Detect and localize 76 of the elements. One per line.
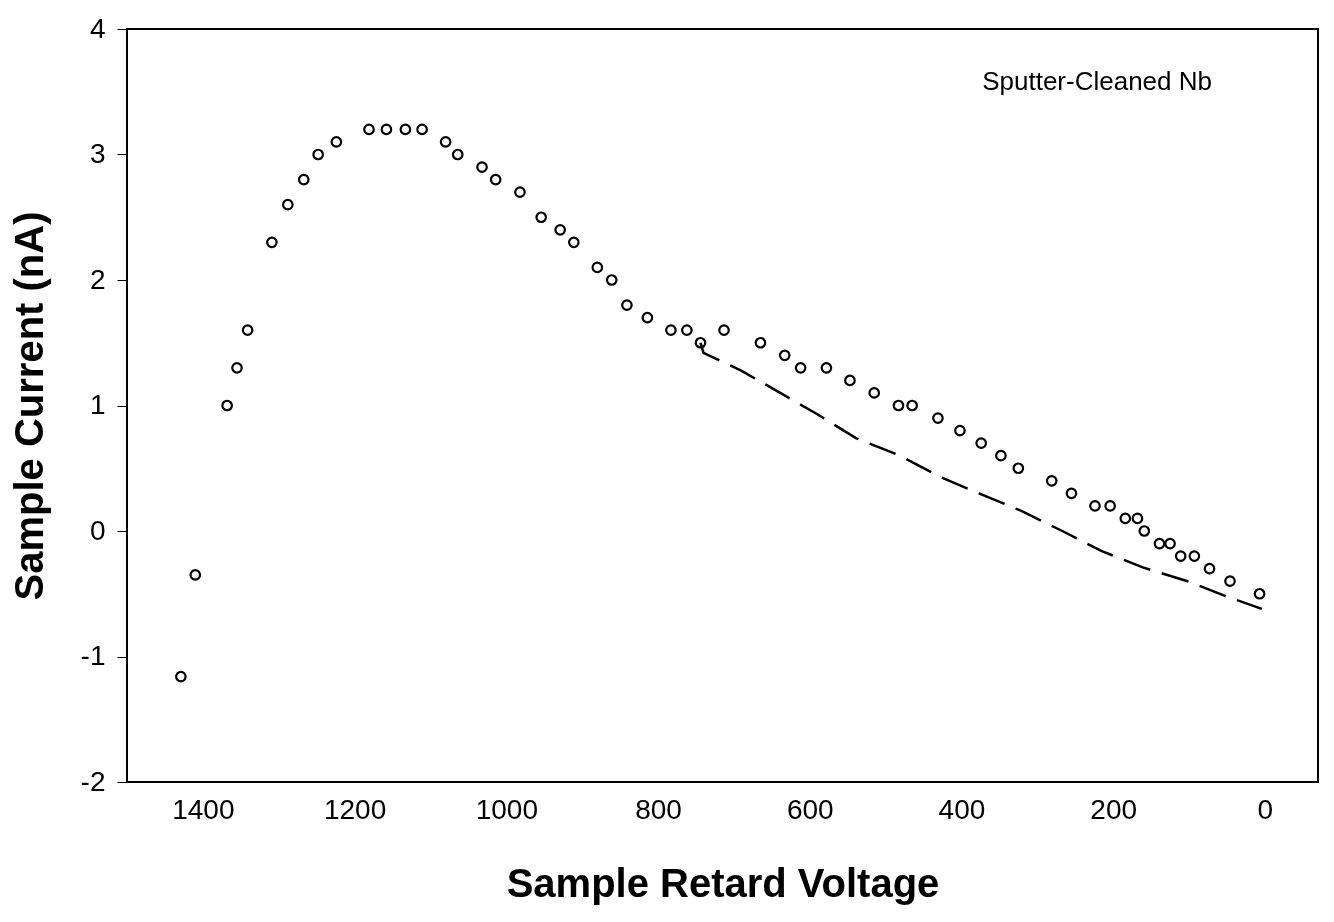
point (995, 449, 1007, 462)
point (932, 412, 944, 424)
point (1253, 587, 1266, 600)
point (489, 173, 502, 186)
x-tick-label: 1000 (475, 793, 538, 825)
point (694, 336, 707, 349)
point (281, 198, 294, 211)
x-tick-label: 600 (786, 793, 834, 825)
point (1012, 462, 1025, 475)
point (1045, 474, 1058, 487)
y-tick-label: -2 (80, 765, 106, 797)
point (868, 387, 881, 399)
point (439, 136, 452, 148)
point (906, 399, 918, 412)
point (241, 324, 254, 337)
point (1089, 500, 1101, 512)
point (844, 374, 856, 387)
y-tick-label: 2 (89, 263, 106, 295)
point (794, 362, 807, 374)
point (778, 349, 791, 362)
point (954, 424, 966, 437)
point (605, 274, 618, 286)
point (380, 123, 393, 136)
point (1188, 550, 1201, 562)
point (681, 324, 693, 337)
annotation: Sputter-Cleaned Nb (982, 66, 1212, 96)
y-axis-title: Sample Current (nA) (6, 211, 51, 601)
x-tick-label: 1400 (172, 793, 235, 825)
point (892, 399, 905, 412)
point (330, 136, 343, 148)
point (363, 123, 375, 136)
point (1138, 525, 1151, 537)
line-series (699, 341, 1264, 611)
point (1119, 512, 1132, 525)
point (175, 670, 187, 683)
point (1131, 512, 1144, 525)
point (975, 437, 988, 449)
point (297, 173, 310, 186)
point (221, 399, 233, 412)
x-tick-label: 800 (635, 793, 682, 825)
point (665, 324, 677, 337)
point (535, 211, 548, 224)
point (416, 123, 428, 136)
point (1203, 562, 1216, 575)
point (754, 336, 767, 349)
point (231, 362, 243, 374)
point (1065, 487, 1078, 500)
point (266, 236, 278, 249)
point (476, 161, 488, 173)
point (820, 362, 833, 374)
point (621, 299, 633, 311)
point (554, 223, 566, 236)
point (312, 148, 325, 161)
point (189, 569, 202, 581)
point (1224, 575, 1236, 588)
point (451, 148, 464, 161)
x-axis-title: Sample Retard Voltage (506, 860, 940, 905)
x-tick-label: 400 (938, 793, 986, 825)
x-tick-label: 0 (1257, 793, 1274, 825)
y-tick-label: 1 (89, 389, 106, 420)
y-tick-label: 0 (89, 514, 106, 546)
y-tick-label: -1 (80, 640, 106, 671)
point (1174, 550, 1187, 562)
y-tick-label: 3 (89, 138, 106, 169)
point (567, 236, 580, 249)
point (514, 186, 526, 198)
point (399, 123, 412, 136)
point (591, 261, 604, 274)
point (1104, 500, 1116, 512)
point (1153, 537, 1166, 550)
x-tick-label: 1200 (323, 793, 387, 825)
point (641, 311, 654, 324)
x-tick-label: 200 (1090, 793, 1138, 825)
point (718, 324, 730, 337)
y-tick-label: 4 (89, 12, 106, 44)
point (1164, 537, 1176, 550)
